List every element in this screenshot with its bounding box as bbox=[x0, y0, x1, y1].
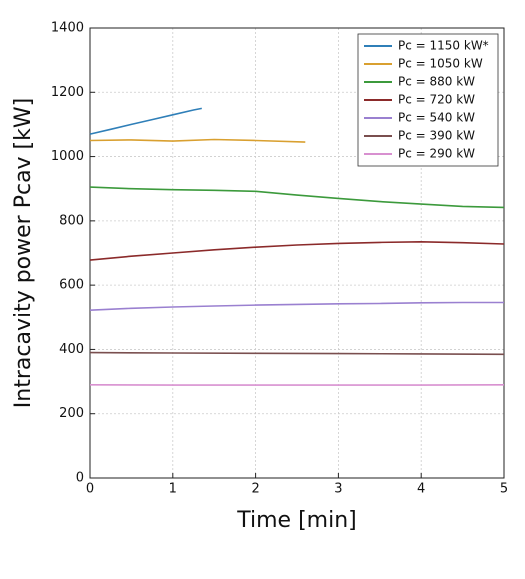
y-tick-label: 1000 bbox=[51, 149, 84, 164]
x-tick-label: 5 bbox=[500, 482, 508, 497]
x-axis-title: Time [min] bbox=[236, 508, 357, 533]
x-tick-label: 1 bbox=[169, 482, 177, 497]
series-line bbox=[89, 138, 306, 143]
legend-label: Pc = 880 kW bbox=[398, 75, 475, 89]
legend-label: Pc = 390 kW bbox=[398, 129, 475, 143]
y-tick-label: 0 bbox=[76, 471, 84, 486]
series-line bbox=[89, 351, 505, 356]
x-tick-label: 0 bbox=[86, 482, 94, 497]
x-tick-label: 2 bbox=[251, 482, 259, 497]
legend-label: Pc = 540 kW bbox=[398, 111, 475, 125]
series-line bbox=[89, 107, 202, 135]
y-tick-label: 600 bbox=[59, 278, 84, 293]
series-line bbox=[89, 240, 505, 261]
legend-label: Pc = 720 kW bbox=[398, 93, 475, 107]
series-line bbox=[89, 186, 505, 209]
legend-label: Pc = 290 kW bbox=[398, 147, 475, 161]
y-tick-label: 800 bbox=[59, 213, 84, 228]
x-tick-label: 4 bbox=[417, 482, 425, 497]
x-tick-label: 3 bbox=[334, 482, 342, 497]
series-line bbox=[89, 301, 504, 311]
y-axis-title: Intracavity power Pcav [kW] bbox=[11, 98, 36, 408]
y-tick-label: 1200 bbox=[51, 85, 84, 100]
y-tick-label: 200 bbox=[59, 406, 84, 421]
y-tick-label: 1400 bbox=[51, 21, 84, 36]
legend-label: Pc = 1150 kW* bbox=[398, 39, 489, 53]
legend-label: Pc = 1050 kW bbox=[398, 57, 483, 71]
plot-frame bbox=[89, 27, 505, 479]
y-tick-label: 400 bbox=[59, 342, 84, 357]
